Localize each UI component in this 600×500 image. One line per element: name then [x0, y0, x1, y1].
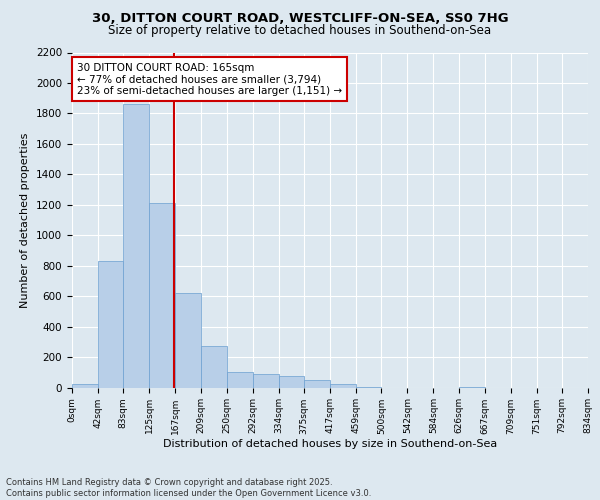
Bar [460, 386, 485, 388]
Bar [98, 261, 124, 388]
Bar [227, 372, 253, 388]
Text: 30, DITTON COURT ROAD, WESTCLIFF-ON-SEA, SS0 7HG: 30, DITTON COURT ROAD, WESTCLIFF-ON-SEA,… [92, 12, 508, 26]
Bar [253, 374, 278, 388]
Bar [330, 384, 356, 388]
Text: Size of property relative to detached houses in Southend-on-Sea: Size of property relative to detached ho… [109, 24, 491, 37]
Text: 30 DITTON COURT ROAD: 165sqm
← 77% of detached houses are smaller (3,794)
23% of: 30 DITTON COURT ROAD: 165sqm ← 77% of de… [77, 62, 342, 96]
Y-axis label: Number of detached properties: Number of detached properties [20, 132, 31, 308]
Bar [72, 384, 98, 388]
Bar [149, 203, 175, 388]
Bar [202, 346, 227, 388]
Bar [278, 376, 304, 388]
Bar [124, 104, 149, 388]
Text: Contains HM Land Registry data © Crown copyright and database right 2025.
Contai: Contains HM Land Registry data © Crown c… [6, 478, 371, 498]
Bar [175, 293, 202, 388]
X-axis label: Distribution of detached houses by size in Southend-on-Sea: Distribution of detached houses by size … [163, 439, 497, 449]
Bar [356, 386, 382, 388]
Bar [304, 380, 330, 388]
